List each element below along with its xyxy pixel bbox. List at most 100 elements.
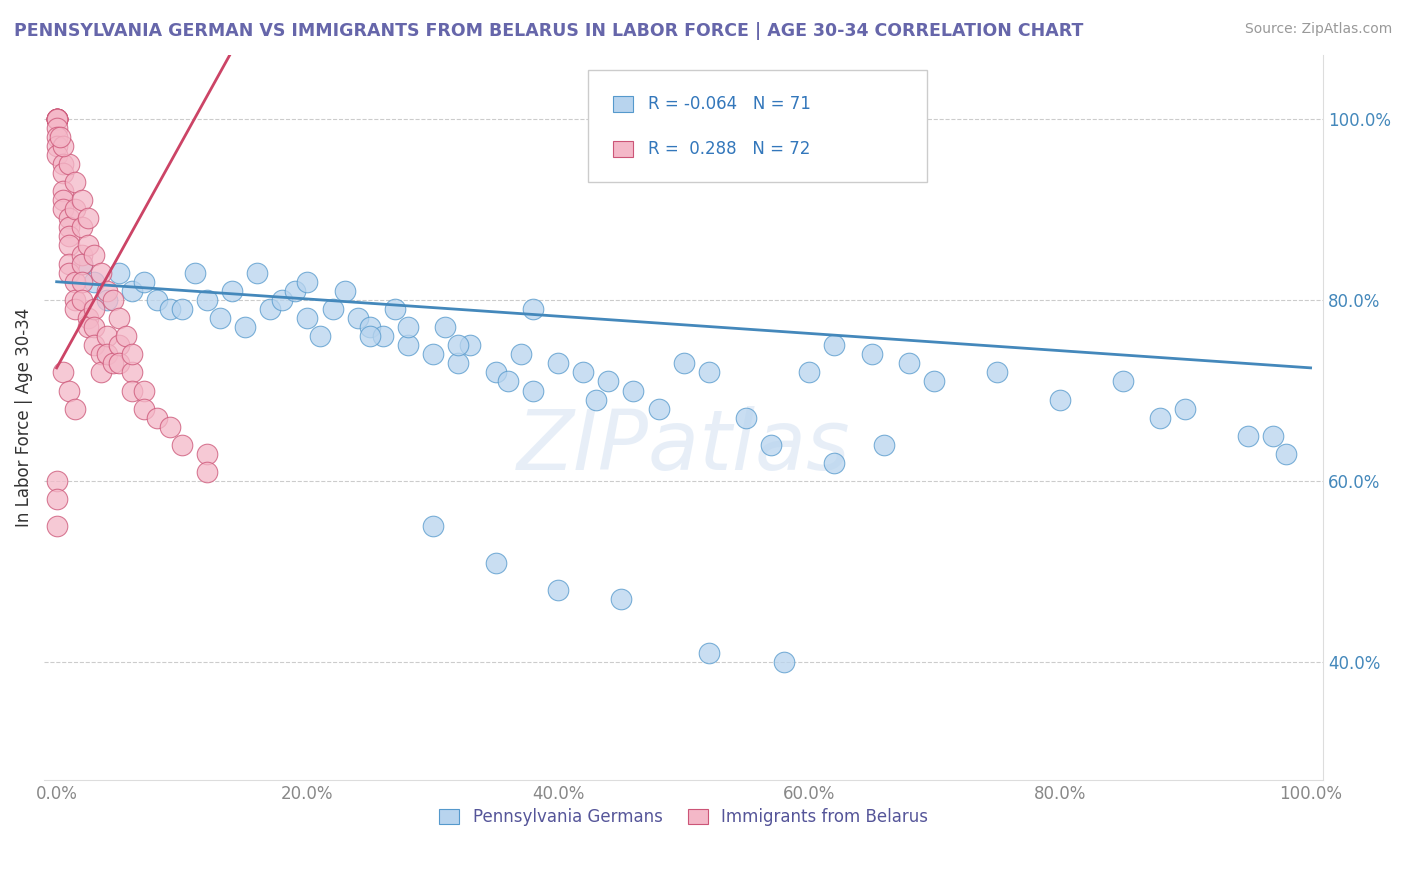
- Point: [1261, 429, 1284, 443]
- Point: [70, 257, 93, 271]
- Point: [70, 247, 93, 261]
- Point: [45, 138, 67, 153]
- Point: [108, 356, 131, 370]
- Point: [70, 193, 93, 207]
- Point: [58, 238, 80, 252]
- Point: [70, 257, 93, 271]
- Point: [233, 320, 256, 334]
- Point: [108, 266, 131, 280]
- Point: [96, 293, 118, 307]
- Point: [90, 347, 112, 361]
- Point: [90, 266, 112, 280]
- Point: [359, 320, 381, 334]
- FancyBboxPatch shape: [613, 142, 633, 157]
- Point: [284, 284, 307, 298]
- Point: [384, 301, 406, 316]
- Point: [45, 112, 67, 126]
- Point: [598, 375, 620, 389]
- Point: [170, 301, 193, 316]
- Point: [58, 229, 80, 244]
- Point: [1149, 410, 1171, 425]
- Point: [108, 311, 131, 326]
- Point: [45, 474, 67, 488]
- Point: [309, 329, 332, 343]
- Point: [45, 112, 67, 126]
- Point: [359, 329, 381, 343]
- Point: [96, 347, 118, 361]
- Point: [297, 275, 319, 289]
- Point: [898, 356, 921, 370]
- Point: [70, 293, 93, 307]
- Point: [83, 247, 105, 261]
- Point: [735, 410, 758, 425]
- Point: [221, 284, 243, 298]
- Point: [65, 301, 87, 316]
- Point: [101, 356, 124, 370]
- Point: [96, 284, 118, 298]
- Point: [77, 311, 100, 326]
- Point: [77, 238, 100, 252]
- Point: [1049, 392, 1071, 407]
- Point: [121, 384, 143, 398]
- Text: ZIPatlas: ZIPatlas: [517, 406, 851, 487]
- Point: [45, 519, 67, 533]
- Point: [45, 120, 67, 135]
- Point: [195, 293, 218, 307]
- Point: [170, 438, 193, 452]
- Point: [773, 656, 796, 670]
- Point: [65, 202, 87, 217]
- Point: [83, 301, 105, 316]
- Point: [484, 556, 506, 570]
- FancyBboxPatch shape: [613, 96, 633, 112]
- Point: [697, 647, 720, 661]
- Point: [183, 266, 205, 280]
- Point: [159, 301, 181, 316]
- Point: [447, 356, 470, 370]
- Point: [52, 157, 75, 171]
- Point: [121, 347, 143, 361]
- Point: [522, 384, 544, 398]
- Point: [460, 338, 482, 352]
- Point: [45, 112, 67, 126]
- Point: [797, 365, 820, 379]
- Point: [146, 410, 169, 425]
- Point: [114, 329, 136, 343]
- Point: [45, 129, 67, 144]
- Point: [58, 266, 80, 280]
- Point: [58, 257, 80, 271]
- Point: [259, 301, 281, 316]
- Point: [610, 592, 633, 607]
- Point: [208, 311, 231, 326]
- Point: [121, 284, 143, 298]
- Point: [484, 365, 506, 379]
- Text: R = -0.064   N = 71: R = -0.064 N = 71: [648, 95, 811, 112]
- Y-axis label: In Labor Force | Age 30-34: In Labor Force | Age 30-34: [15, 308, 32, 527]
- Point: [52, 184, 75, 198]
- Point: [83, 275, 105, 289]
- Point: [45, 112, 67, 126]
- Point: [396, 320, 419, 334]
- Point: [134, 275, 156, 289]
- Point: [195, 465, 218, 479]
- Point: [83, 320, 105, 334]
- Point: [986, 365, 1008, 379]
- Point: [70, 220, 93, 235]
- Point: [65, 175, 87, 189]
- Point: [1237, 429, 1260, 443]
- Point: [96, 329, 118, 343]
- Point: [873, 438, 896, 452]
- Point: [333, 284, 356, 298]
- Point: [101, 293, 124, 307]
- Point: [77, 211, 100, 226]
- Point: [49, 129, 72, 144]
- Point: [108, 338, 131, 352]
- Point: [134, 384, 156, 398]
- Point: [121, 365, 143, 379]
- Point: [672, 356, 695, 370]
- Point: [371, 329, 394, 343]
- Point: [422, 347, 444, 361]
- Point: [52, 202, 75, 217]
- Point: [159, 419, 181, 434]
- Point: [65, 293, 87, 307]
- Point: [422, 519, 444, 533]
